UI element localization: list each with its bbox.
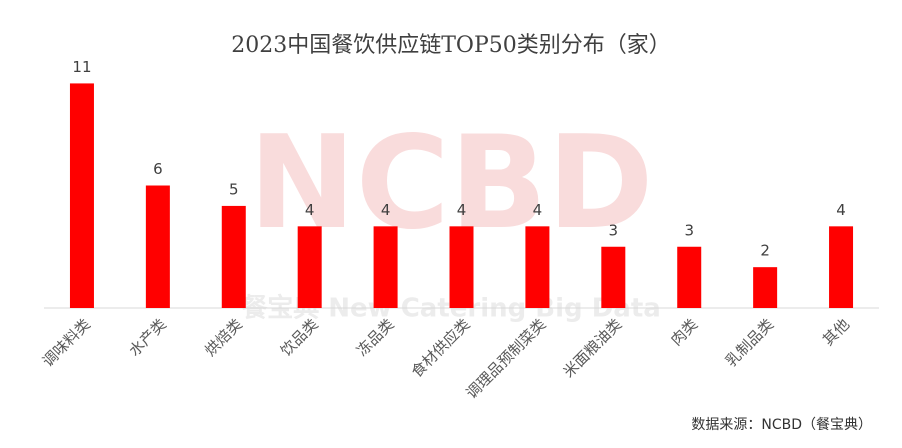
data-label: 4 — [305, 201, 315, 219]
x-tick-label: 烘焙类 — [201, 315, 246, 360]
bar — [601, 246, 626, 308]
x-tick-label: 米面粮油类 — [560, 315, 626, 381]
chart-title: 2023中国餐饮供应链TOP50类别分布（家） — [231, 33, 671, 58]
data-label: 11 — [72, 58, 91, 76]
data-label: 4 — [381, 201, 391, 219]
data-label: 3 — [609, 221, 619, 239]
bar — [373, 226, 398, 308]
data-label: 3 — [684, 221, 694, 239]
x-tick-label: 其他 — [819, 315, 853, 349]
data-label: 4 — [836, 201, 846, 219]
bar — [677, 246, 702, 308]
bar — [221, 205, 246, 308]
x-tick-label: 水产类 — [125, 315, 170, 360]
bar — [449, 226, 474, 308]
bar — [525, 226, 550, 308]
data-label: 5 — [229, 180, 239, 198]
source-note: 数据来源：NCBD（餐宝典） — [691, 417, 872, 433]
x-tick-label: 乳制品类 — [722, 315, 777, 370]
bar — [145, 185, 170, 308]
data-label: 2 — [760, 242, 770, 260]
x-tick-label: 调味料类 — [39, 315, 94, 370]
x-tick-label: 肉类 — [667, 315, 701, 349]
x-tick-label: 食材供应类 — [408, 315, 474, 381]
data-label: 4 — [533, 201, 543, 219]
x-tick-label: 调理品预制菜类 — [462, 315, 549, 402]
bar — [829, 226, 854, 308]
bar — [69, 83, 94, 309]
data-label: 4 — [457, 201, 467, 219]
data-label: 6 — [153, 160, 163, 178]
bar — [753, 267, 778, 308]
bar — [297, 226, 322, 308]
